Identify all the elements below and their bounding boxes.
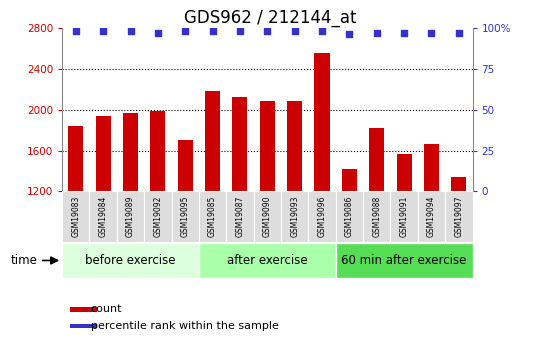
Text: GSM19090: GSM19090 — [263, 196, 272, 237]
Bar — [308, 191, 336, 242]
Point — [345, 31, 354, 37]
Bar — [336, 243, 472, 278]
Bar — [418, 191, 445, 242]
Point — [235, 28, 244, 34]
Text: GSM19094: GSM19094 — [427, 196, 436, 237]
Point — [153, 30, 162, 35]
Bar — [363, 191, 390, 242]
Point — [291, 28, 299, 34]
Bar — [445, 191, 472, 242]
Text: percentile rank within the sample: percentile rank within the sample — [91, 321, 279, 331]
Bar — [336, 191, 363, 242]
Bar — [144, 191, 172, 242]
Text: GSM19096: GSM19096 — [318, 196, 327, 237]
Text: GDS962 / 212144_at: GDS962 / 212144_at — [184, 9, 356, 27]
Bar — [96, 116, 111, 191]
Bar — [90, 191, 117, 242]
Point — [455, 30, 463, 35]
Bar — [260, 101, 275, 191]
Text: GSM19083: GSM19083 — [71, 196, 80, 237]
Text: GSM19084: GSM19084 — [99, 196, 107, 237]
Point — [126, 28, 135, 34]
Text: after exercise: after exercise — [227, 254, 308, 267]
Bar — [254, 191, 281, 242]
Bar — [396, 154, 411, 191]
Bar — [232, 97, 247, 191]
Point — [263, 28, 272, 34]
Text: GSM19091: GSM19091 — [400, 196, 409, 237]
Bar — [205, 91, 220, 191]
Bar — [70, 307, 97, 312]
Point — [71, 28, 80, 34]
Bar — [369, 128, 384, 191]
Point — [318, 28, 326, 34]
Text: GSM19092: GSM19092 — [153, 196, 163, 237]
Bar — [199, 243, 336, 278]
Point — [427, 30, 436, 35]
Point — [373, 30, 381, 35]
Text: GSM19093: GSM19093 — [290, 196, 299, 237]
Text: GSM19095: GSM19095 — [181, 196, 190, 237]
Bar — [62, 243, 199, 278]
Bar — [62, 191, 90, 242]
Text: GSM19086: GSM19086 — [345, 196, 354, 237]
Bar — [451, 177, 467, 191]
Bar — [150, 110, 165, 191]
Bar — [281, 191, 308, 242]
Bar — [178, 140, 193, 191]
Point — [208, 28, 217, 34]
Text: GSM19087: GSM19087 — [235, 196, 245, 237]
Bar — [314, 53, 329, 191]
Text: GSM19097: GSM19097 — [454, 196, 463, 237]
Text: time: time — [11, 254, 38, 267]
Bar — [199, 191, 226, 242]
Bar — [117, 191, 144, 242]
Point — [99, 28, 107, 34]
Point — [181, 28, 190, 34]
Text: 60 min after exercise: 60 min after exercise — [341, 254, 467, 267]
Bar — [287, 101, 302, 191]
Bar — [390, 191, 418, 242]
Text: GSM19088: GSM19088 — [372, 196, 381, 237]
Bar — [123, 112, 138, 191]
Bar — [226, 191, 254, 242]
Bar — [70, 324, 97, 328]
Text: GSM19085: GSM19085 — [208, 196, 217, 237]
Bar — [342, 169, 357, 191]
Bar — [68, 126, 83, 191]
Point — [400, 30, 408, 35]
Text: GSM19089: GSM19089 — [126, 196, 135, 237]
Text: count: count — [91, 304, 123, 314]
Bar — [172, 191, 199, 242]
Text: before exercise: before exercise — [85, 254, 176, 267]
Bar — [424, 144, 439, 191]
